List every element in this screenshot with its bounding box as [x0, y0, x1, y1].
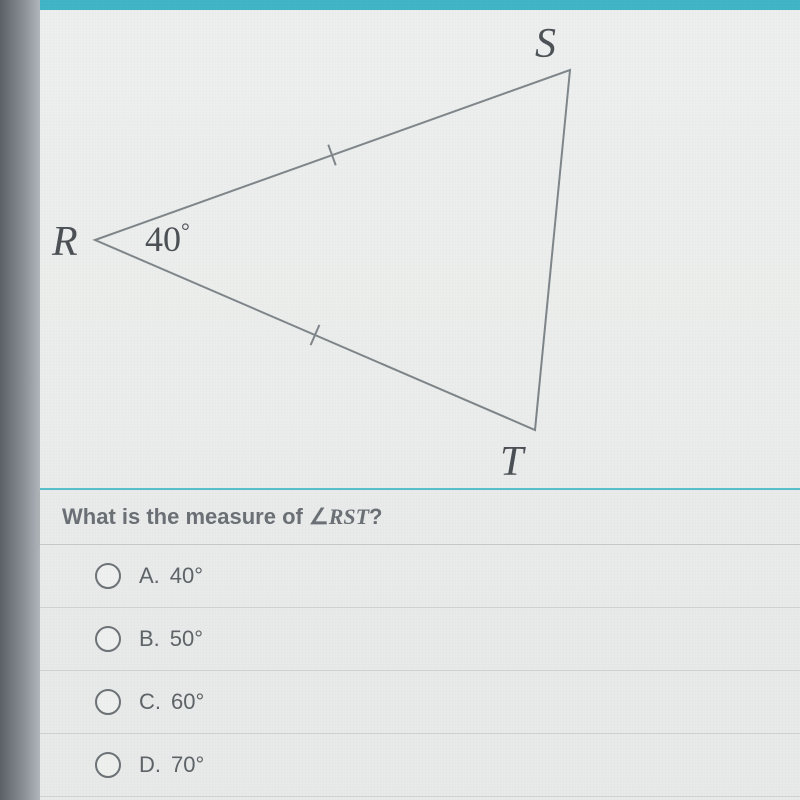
option-d[interactable]: D. 70° [40, 734, 800, 797]
option-letter: A. [139, 563, 160, 588]
option-b[interactable]: B. 50° [40, 608, 800, 671]
option-letter: C. [139, 689, 161, 714]
angle-r-label: 40° [145, 218, 190, 260]
vertex-label-t: T [500, 438, 523, 486]
screen-bezel [0, 0, 40, 800]
option-value: 40° [170, 563, 203, 588]
diagram-area: R S T 40° [40, 10, 800, 490]
option-value: 50° [170, 626, 203, 651]
question-angle-name: RST [329, 504, 369, 529]
angle-symbol: ∠ [309, 504, 329, 529]
angle-value: 40 [145, 219, 181, 259]
quiz-panel: R S T 40° What is the measure of ∠RST? A… [40, 0, 800, 800]
option-c[interactable]: C. 60° [40, 671, 800, 734]
option-value: 60° [171, 689, 204, 714]
question-suffix: ? [369, 504, 382, 529]
option-a[interactable]: A. 40° [40, 545, 800, 608]
degree-symbol: ° [181, 218, 190, 243]
vertex-label-s: S [535, 20, 556, 68]
radio-icon [95, 752, 121, 778]
radio-icon [95, 626, 121, 652]
option-value: 70° [171, 752, 204, 777]
question-prefix: What is the measure of [62, 504, 309, 529]
radio-icon [95, 689, 121, 715]
question-text: What is the measure of ∠RST? [40, 490, 800, 545]
option-letter: D. [139, 752, 161, 777]
accent-bar [40, 0, 800, 10]
vertex-label-r: R [52, 218, 78, 266]
radio-icon [95, 563, 121, 589]
options-list: A. 40° B. 50° C. 60° D. 70° [40, 545, 800, 797]
option-letter: B. [139, 626, 160, 651]
